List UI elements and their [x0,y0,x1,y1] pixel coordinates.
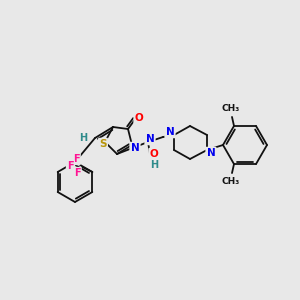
Text: N: N [146,134,154,144]
Text: O: O [135,113,143,123]
Text: S: S [99,139,107,149]
Text: O: O [150,149,158,159]
Text: N: N [166,127,174,137]
Text: N: N [130,143,140,153]
Text: F: F [67,161,74,171]
Text: N: N [207,148,215,158]
Text: CH₃: CH₃ [222,177,240,186]
Text: F: F [73,154,80,164]
Text: H: H [150,160,158,170]
Text: H: H [79,133,87,143]
Text: CH₃: CH₃ [222,104,240,113]
Text: F: F [74,168,81,178]
